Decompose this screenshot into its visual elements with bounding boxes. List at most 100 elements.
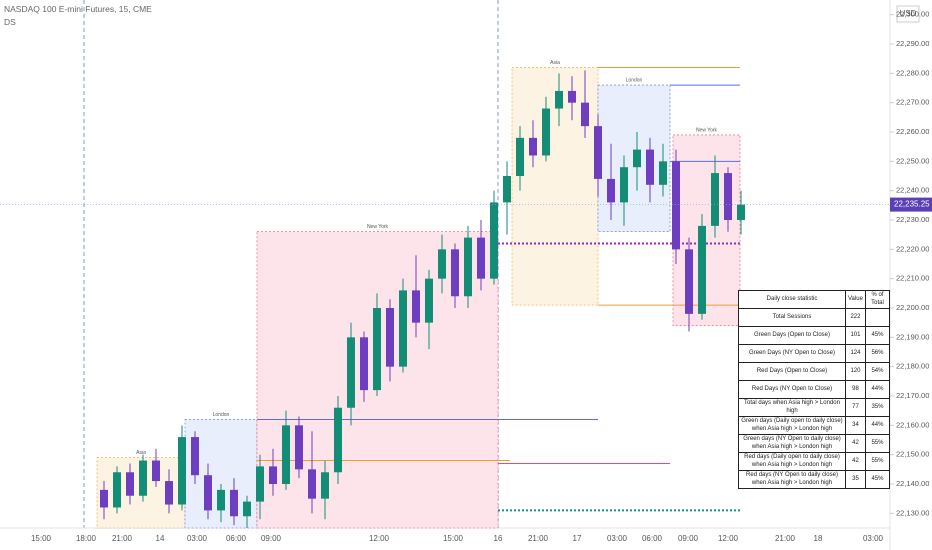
candle-body: [412, 290, 420, 323]
table-cell: Red Days (NY Open to Close): [738, 380, 846, 399]
table-cell: 45%: [864, 326, 891, 345]
session-label: New York: [367, 224, 389, 230]
candle-body: [373, 308, 381, 391]
x-tick-label: 06:00: [642, 534, 663, 543]
candle-body: [724, 173, 732, 220]
candle-body: [269, 466, 277, 484]
table-cell: 44%: [864, 380, 891, 399]
table-cell: 98: [845, 380, 866, 399]
x-tick-label: 03:00: [187, 534, 208, 543]
x-tick-label: 03:00: [863, 534, 884, 543]
table-row: Total Sessions 222: [738, 308, 891, 327]
candle-body: [620, 167, 628, 203]
x-tick-label: 06:00: [226, 534, 247, 543]
candle-body: [308, 469, 316, 499]
y-tick-label: 22,270.00: [896, 98, 929, 107]
y-tick-label: 22,300.00: [896, 10, 929, 19]
session-label: Asia: [136, 450, 146, 456]
table-cell: Red days (Daily open to daily close) whe…: [738, 452, 846, 471]
candle-body: [490, 202, 498, 279]
table-cell: 44%: [864, 416, 891, 435]
candle-body: [568, 90, 576, 103]
y-tick-label: 22,130.00: [896, 508, 929, 517]
x-tick-label: 21:00: [775, 534, 796, 543]
y-tick-label: 22,160.00: [896, 420, 929, 429]
session-label: New York: [696, 127, 718, 133]
table-cell: Red Days (Open to Close): [738, 362, 846, 381]
indicator-name: DS: [4, 17, 16, 27]
y-tick-label: 22,220.00: [896, 244, 929, 253]
table-cell: 56%: [864, 344, 891, 363]
candle-body: [698, 225, 706, 314]
session-label: London: [213, 412, 230, 418]
session-box: [672, 134, 741, 326]
currency: USD: [900, 9, 917, 18]
table-cell: 55%: [864, 434, 891, 453]
candle-body: [607, 178, 615, 203]
y-tick-label: 22,200.00: [896, 303, 929, 312]
candle-body: [633, 149, 641, 168]
x-tick-label: 15:00: [31, 534, 52, 543]
session-label: London: [626, 77, 643, 83]
candle-body: [438, 249, 446, 279]
x-tick-label: 18: [814, 534, 823, 543]
x-tick-label: 18:00: [76, 534, 97, 543]
table-cell: [864, 308, 891, 327]
candle-body: [711, 173, 719, 226]
candle-body: [321, 472, 329, 499]
candle-body: [477, 237, 485, 279]
candle-body: [646, 149, 654, 185]
y-tick-label: 22,180.00: [896, 362, 929, 371]
table-cell: 35%: [864, 398, 891, 417]
table-cell: 42: [845, 452, 866, 471]
table-cell: 124: [845, 344, 866, 363]
currency-box[interactable]: [896, 5, 920, 23]
x-tick-label: 21:00: [528, 534, 549, 543]
table-header: Daily close statistic Value% of Total: [738, 290, 891, 309]
candle-body: [295, 425, 303, 470]
candle-body: [360, 337, 368, 391]
table-row: Green Days (NY Open to Close) 124 56%: [738, 344, 891, 363]
table-row: Red Days (NY Open to Close) 98 44%: [738, 380, 891, 399]
candle-body: [425, 278, 433, 323]
y-tick-label: 22,290.00: [896, 39, 929, 48]
last-price-badge: [890, 197, 932, 212]
candle-body: [594, 126, 602, 179]
y-tick-label: 22,230.00: [896, 215, 929, 224]
x-tick-label: 09:00: [678, 534, 699, 543]
candle-body: [581, 102, 589, 127]
candle-body: [386, 308, 394, 367]
y-tick-label: 22,250.00: [896, 156, 929, 165]
table-cell: 101: [845, 326, 866, 345]
table-cell: Value: [845, 290, 866, 309]
candle-body: [113, 472, 121, 508]
candle-body: [165, 481, 173, 505]
table-cell: 45%: [864, 470, 891, 489]
stats-table: Daily close statistic Value% of Total Tota…: [738, 290, 891, 489]
candle-body: [737, 204, 745, 220]
x-tick-label: 15:00: [443, 534, 464, 543]
y-tick-label: 22,260.00: [896, 127, 929, 136]
table-row: Red Days (Open to Close) 120 54%: [738, 362, 891, 381]
candle-body: [464, 237, 472, 297]
x-tick-label: 14: [156, 534, 165, 543]
candle-body: [334, 407, 342, 473]
y-tick-label: 22,190.00: [896, 332, 929, 341]
candle-body: [139, 460, 147, 496]
x-tick-label: 17: [573, 534, 582, 543]
table-cell: 34: [845, 416, 866, 435]
candle-body: [347, 337, 355, 408]
candle-body: [542, 108, 550, 156]
table-cell: Green Days (Open to Close): [738, 326, 846, 345]
candle-body: [672, 161, 680, 250]
table-cell: 77: [845, 398, 866, 417]
candle-body: [100, 489, 108, 508]
x-tick-label: 16: [494, 534, 503, 543]
table-cell: % of Total: [864, 290, 891, 309]
x-tick-label: 12:00: [718, 534, 739, 543]
table-cell: Total Sessions: [738, 308, 846, 327]
table-cell: Daily close statistic: [738, 290, 846, 309]
candle-body: [685, 249, 693, 314]
candle-body: [191, 437, 199, 476]
